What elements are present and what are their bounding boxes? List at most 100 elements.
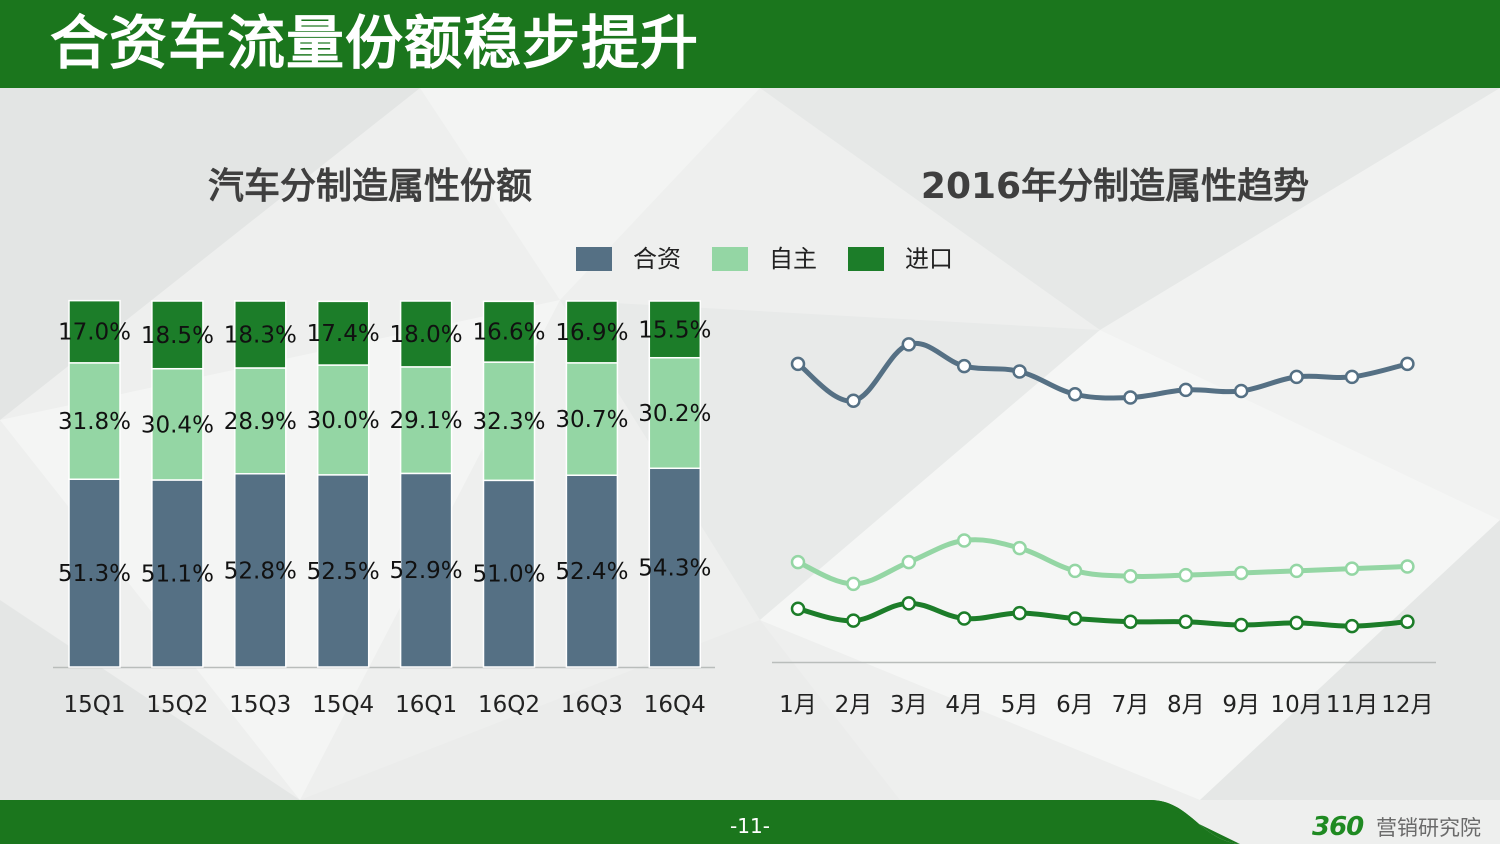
bar-data-label: 15.5% [638,317,711,343]
series-point-jinkou [901,596,917,611]
bar-data-label: 16.9% [555,320,628,346]
legend-label-hezi: 合资 [633,245,681,273]
line-x-tick-label: 2月 [835,692,873,718]
series-line-jinkou [795,600,1410,629]
series-point-zizhu [1012,540,1027,556]
legend-label-zizhu: 自主 [769,245,817,273]
bar-x-tick-label: 15Q4 [312,692,374,718]
series-point-hezi [901,337,917,352]
bar-data-label: 52.5% [307,559,380,585]
bar-segment-zizhu [648,356,702,470]
series-point-jinkou [956,611,972,626]
bar-data-label: 30.4% [141,412,214,438]
series-point-jinkou [1012,605,1027,621]
bar-data-label: 30.2% [638,401,711,427]
series-point-zizhu [846,576,861,592]
line-x-tick-label: 11月 [1326,692,1378,718]
series-point-hezi [846,393,861,408]
series-point-zizhu [1400,559,1415,574]
series-point-hezi [790,356,806,372]
brand-number: 360 [1312,812,1364,842]
legend-swatch-jinkou [848,247,884,271]
series-point-hezi [1289,369,1304,385]
series-point-jinkou [1233,617,1249,633]
bar-x-tick-label: 15Q1 [63,692,125,718]
legend-label-jinkou: 进口 [905,245,953,273]
series-point-jinkou [1400,614,1415,629]
bar-data-label: 30.7% [555,407,628,433]
series-point-zizhu [1233,565,1249,581]
series-point-jinkou [1344,618,1360,634]
bar-segment-jinkou [565,300,619,364]
line-x-tick-label: 1月 [779,692,817,718]
series-point-jinkou [1178,614,1194,629]
bar-data-label: 52.9% [390,558,463,584]
header-bar: 合资车流量份额稳步提升 [0,0,1500,88]
bar-segment-zizhu [399,366,453,475]
bar-segment-zizhu [151,367,204,481]
bar-segment-jinkou [316,300,370,366]
bar-segment-jinkou [234,300,287,369]
bar-data-label: 16.6% [472,320,545,346]
bar-segment-zizhu [68,362,121,480]
bar-data-label: 30.0% [307,408,380,434]
bar-chart-title: 汽车分制造属性份额 [207,166,532,207]
page-number: -11- [730,814,770,838]
line-x-tick-label: 12月 [1381,692,1433,718]
bar-segment-jinkou [151,300,204,370]
legend-swatch-hezi [576,247,612,271]
bar-data-label: 52.8% [224,558,297,584]
bar-segment-jinkou [399,300,453,368]
line-x-tick-label: 6月 [1056,692,1094,718]
bar-segment-hezi [68,478,121,668]
series-point-zizhu [901,554,917,570]
series-point-zizhu [1067,563,1083,579]
series-point-jinkou [790,601,806,616]
line-x-tick-label: 8月 [1167,692,1205,718]
series-point-jinkou [846,613,861,628]
series-point-jinkou [1123,614,1138,629]
series-point-zizhu [1344,561,1360,576]
bar-data-label: 32.3% [472,409,545,435]
line-x-tick-label: 3月 [890,692,928,718]
series-point-zizhu [1178,567,1194,583]
bar-segment-jinkou [648,300,702,359]
bar-data-label: 18.3% [224,322,297,348]
series-point-hezi [1233,383,1249,399]
series-point-zizhu [790,554,806,570]
bar-x-tick-label: 16Q1 [395,692,457,718]
bar-data-label: 52.4% [555,559,628,585]
brand-text: 营销研究院 [1376,816,1481,840]
line-x-tick-label: 10月 [1270,692,1322,718]
bar-data-label: 18.0% [390,322,463,348]
series-point-zizhu [956,533,972,548]
bar-data-label: 51.0% [472,562,545,588]
series-point-zizhu [1123,569,1138,584]
bar-x-tick-label: 15Q2 [146,692,208,718]
line-x-tick-label: 9月 [1222,692,1260,718]
series-point-zizhu [1289,563,1304,579]
bar-data-label: 17.4% [307,321,380,347]
series-point-hezi [1012,364,1027,379]
series-point-hezi [1067,387,1083,402]
series-line-hezi [795,340,1410,404]
bar-data-label: 17.0% [58,320,131,346]
bar-segment-zizhu [482,361,536,482]
legend-swatch-zizhu [712,247,748,271]
bar-segment-hezi [482,479,536,668]
bar-segment-hezi [316,474,370,668]
bar-segment-jinkou [482,300,536,363]
bar-x-tick-label: 15Q3 [229,692,291,718]
bar-x-tick-label: 16Q2 [478,692,540,718]
bar-data-label: 18.5% [141,323,214,349]
series-point-hezi [956,358,972,374]
bar-segment-zizhu [565,362,619,476]
bar-data-label: 31.8% [58,409,131,435]
series-point-jinkou [1289,615,1304,631]
bar-segment-zizhu [234,367,287,475]
series-point-hezi [1123,390,1138,405]
bar-x-tick-label: 16Q3 [561,692,623,718]
line-x-tick-label: 5月 [1001,692,1039,718]
